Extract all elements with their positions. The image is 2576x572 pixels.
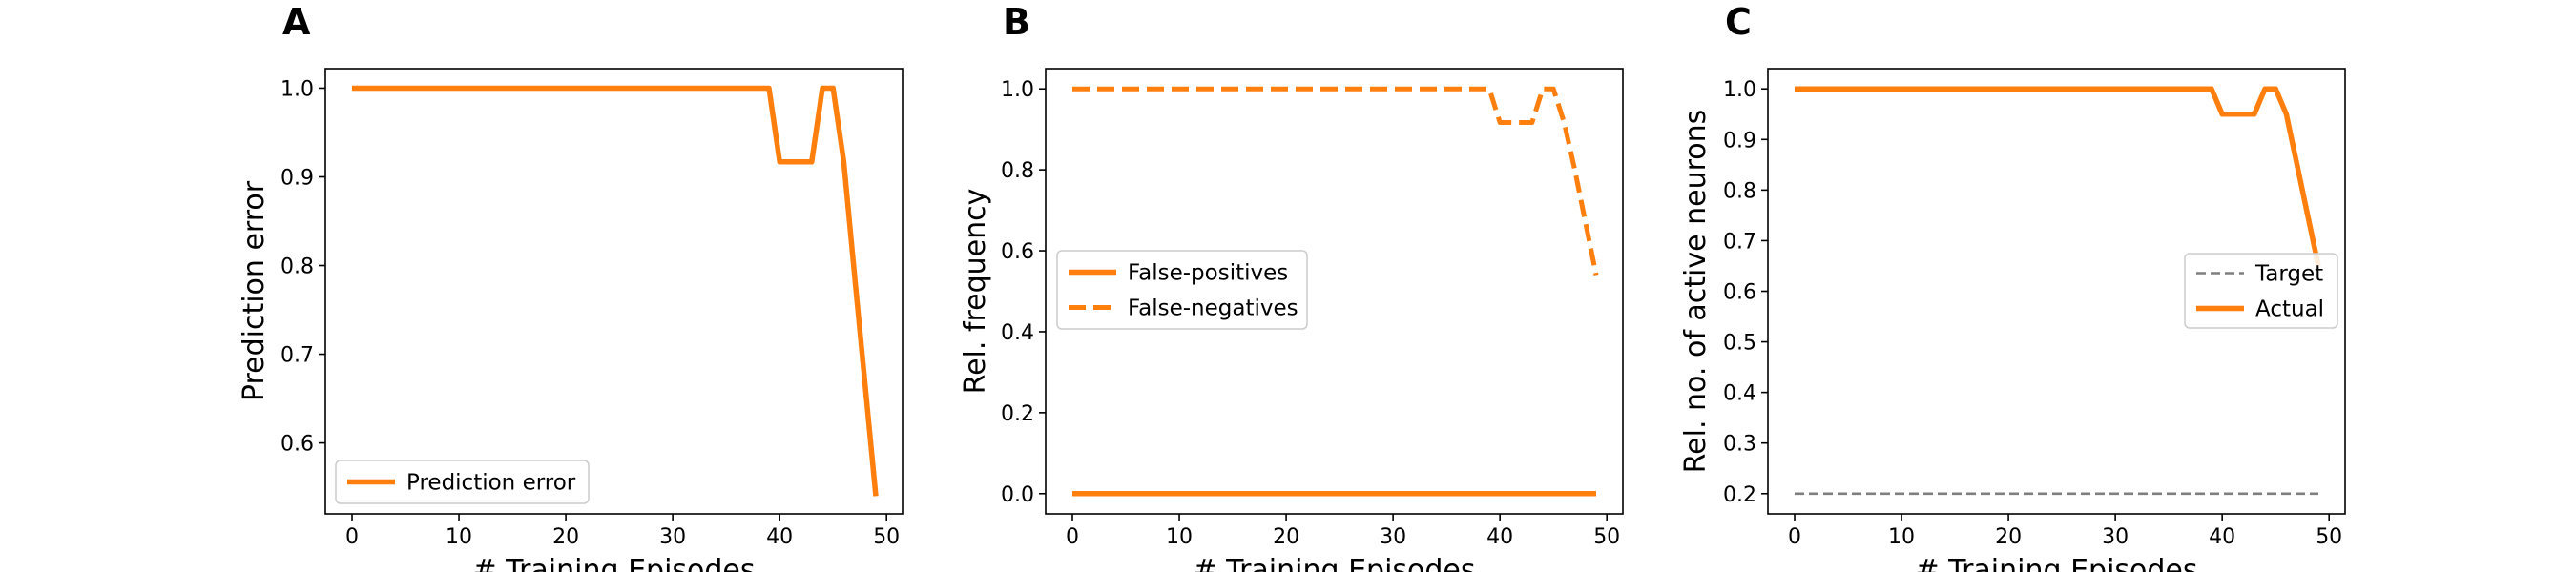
legend: Prediction error <box>335 460 590 504</box>
y-tick-label: 0.7 <box>280 344 314 368</box>
legend-box <box>335 460 590 504</box>
x-tick-label: 20 <box>1995 525 2022 549</box>
x-tick-label: 40 <box>766 525 793 549</box>
y-axis-title: Prediction error <box>238 180 271 401</box>
x-tick-label: 40 <box>1486 525 1513 549</box>
x-axis-title: # Training Episodes <box>472 554 755 572</box>
legend-label: Prediction error <box>406 471 576 496</box>
y-tick-label: 1.0 <box>280 77 314 101</box>
y-tick-label: 0.8 <box>280 255 314 279</box>
x-tick-label: 30 <box>2102 525 2129 549</box>
panel-label: C <box>1725 1 1752 43</box>
x-tick-label: 30 <box>659 525 686 549</box>
panel-c: C 0 10 20 30 40 50 0.2 0.3 0.4 0.5 0.6 0.7 0.8 0.9 1.0 #… <box>1679 1 2346 572</box>
x-axis-title: # Training Episodes <box>1193 554 1475 572</box>
x-tick-label: 40 <box>2209 525 2235 549</box>
panel-b: B 0 10 20 30 40 50 0.0 0.2 0.4 0.6 0.8 1.0 # Training… <box>959 1 1624 572</box>
axes-frame <box>324 68 904 515</box>
x-tick-label: 20 <box>552 525 579 549</box>
y-tick-label: 0.6 <box>1723 281 1756 305</box>
y-tick-label: 1.0 <box>1723 78 1756 102</box>
x-tick-label: 0 <box>1788 525 1801 549</box>
series-line-actual <box>1795 86 2321 267</box>
y-tick-label: 0.9 <box>280 166 314 190</box>
x-tick-label: 50 <box>1593 525 1620 549</box>
x-tick-label: 10 <box>1166 525 1193 549</box>
legend-label: Target <box>2254 262 2323 287</box>
x-tick-label: 0 <box>1066 525 1079 549</box>
y-tick-label: 0.5 <box>1723 332 1756 356</box>
y-tick-label: 0.6 <box>280 433 314 457</box>
x-tick-label: 20 <box>1273 525 1299 549</box>
legend-label: False-positives <box>1128 261 1288 286</box>
y-axis-title: Rel. no. of active neurons <box>1679 110 1713 474</box>
y-tick-label: 0.0 <box>1001 483 1034 507</box>
x-tick-label: 50 <box>2316 525 2342 549</box>
panel-label: B <box>1003 1 1030 43</box>
x-tick-label: 10 <box>1888 525 1915 549</box>
x-tick-label: 10 <box>446 525 472 549</box>
y-tick-label: 0.2 <box>1001 402 1034 426</box>
y-tick-label: 0.8 <box>1001 159 1034 183</box>
series-line-prediction-error <box>352 85 879 497</box>
y-tick-label: 0.8 <box>1723 179 1756 203</box>
x-tick-label: 50 <box>873 525 900 549</box>
legend: Target Actual <box>2184 253 2338 329</box>
y-tick-label: 0.9 <box>1723 129 1756 153</box>
panel-label: A <box>282 1 311 43</box>
y-tick-label: 0.3 <box>1723 433 1756 457</box>
y-axis-title: Rel. frequency <box>959 189 992 395</box>
legend-label: Actual <box>2255 297 2324 322</box>
axes-frame <box>1045 68 1624 515</box>
x-tick-label: 30 <box>1380 525 1406 549</box>
y-tick-label: 0.6 <box>1001 240 1034 264</box>
legend-label: False-negatives <box>1128 296 1298 321</box>
y-tick-label: 1.0 <box>1001 78 1034 102</box>
y-tick-label: 0.2 <box>1723 483 1756 507</box>
y-tick-label: 0.4 <box>1723 382 1756 406</box>
y-tick-label: 0.7 <box>1723 230 1756 254</box>
legend: False-positives False-negatives <box>1056 250 1308 330</box>
x-tick-label: 0 <box>345 525 359 549</box>
y-tick-label: 0.4 <box>1001 321 1034 345</box>
legend-box <box>1056 250 1308 330</box>
series-line-false-negatives <box>1072 86 1599 276</box>
x-axis-title: # Training Episodes <box>1915 554 2197 572</box>
panel-a: A 0 10 20 30 40 50 0.6 0.7 0.8 0.9 1.0 # Training Ep… <box>238 1 904 572</box>
